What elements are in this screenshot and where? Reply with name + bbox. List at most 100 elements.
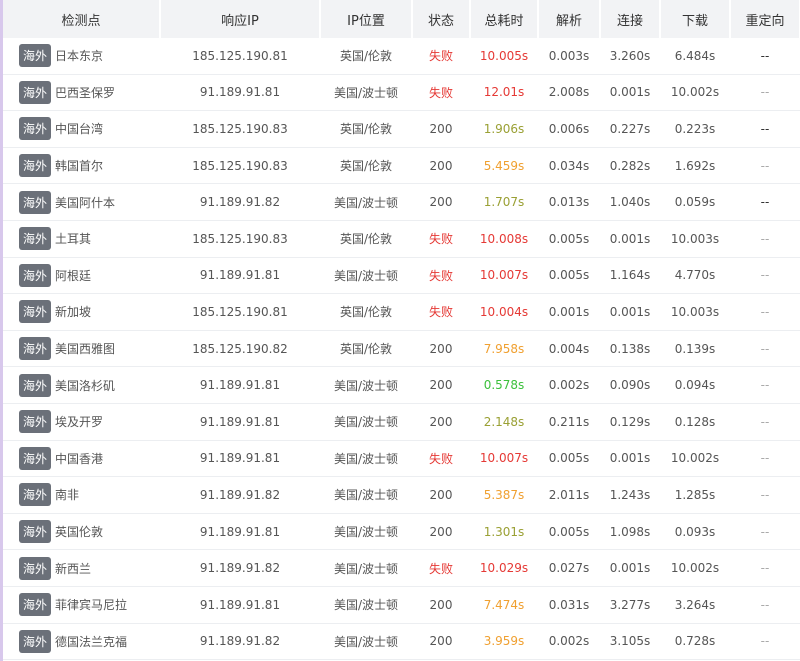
connect-cell: 3.277s <box>600 586 660 624</box>
node-name: 英国伦敦 <box>55 525 104 540</box>
tag: 海外 <box>19 483 52 507</box>
download-cell: 0.094s <box>660 366 730 404</box>
connect-cell: 1.040s <box>600 183 660 221</box>
total-cell: 5.387s <box>470 476 538 514</box>
node-name: 新加坡 <box>55 305 92 320</box>
connect-cell: 1.098s <box>600 513 660 551</box>
ip-cell: 185.125.190.83 <box>160 110 320 148</box>
tag: 海外 <box>19 190 52 214</box>
status-cell: 200 <box>412 623 470 661</box>
tag: 海外 <box>19 520 52 544</box>
tag: 海外 <box>19 337 52 361</box>
header-cell: 总耗时 <box>470 0 539 38</box>
total-cell: 10.008s <box>470 220 538 258</box>
download-cell: 4.770s <box>660 257 730 295</box>
location-cell: 英国/伦敦 <box>320 293 412 331</box>
download-cell: 0.223s <box>660 110 730 148</box>
location-cell: 美国/波士顿 <box>320 513 412 551</box>
row: 海外 巴西圣保罗 91.189.91.81 美国/波士顿 失败 12.01s 2.008s 0… <box>3 74 800 112</box>
row: 海外 英国伦敦 91.189.91.81 美国/波士顿 200 1.301s 0.005s 1… <box>3 513 800 551</box>
redirect-cell: -- <box>730 586 800 624</box>
node-name: 巴西圣保罗 <box>55 85 116 100</box>
total-cell: 12.01s <box>470 74 538 112</box>
row: 海外 美国阿什本 91.189.91.82 美国/波士顿 200 1.707s 0.013s… <box>3 183 800 221</box>
node-name: 埃及开罗 <box>55 415 104 430</box>
download-cell: 0.093s <box>660 513 730 551</box>
header-cell: 检测点 <box>3 0 161 38</box>
node-name: 新西兰 <box>55 561 92 576</box>
ip-cell: 185.125.190.83 <box>160 220 320 258</box>
location-cell: 英国/伦敦 <box>320 110 412 148</box>
status-cell: 失败 <box>412 293 470 331</box>
status-cell: 失败 <box>412 549 470 587</box>
total-cell: 10.004s <box>470 293 538 331</box>
node-cell: 海外 埃及开罗 <box>3 403 160 441</box>
location-cell: 美国/波士顿 <box>320 586 412 624</box>
dns-cell: 0.005s <box>538 513 600 551</box>
node-name: 土耳其 <box>55 232 92 247</box>
redirect-cell: -- <box>730 549 800 587</box>
node-name: 南非 <box>55 488 80 503</box>
node-cell: 海外 美国西雅图 <box>3 330 160 368</box>
ip-cell: 91.189.91.81 <box>160 403 320 441</box>
node-name: 菲律宾马尼拉 <box>55 598 128 613</box>
row: 海外 土耳其 185.125.190.83 英国/伦敦 失败 10.008s 0.005s 0… <box>3 220 800 258</box>
location-cell: 美国/波士顿 <box>320 403 412 441</box>
status-cell: 失败 <box>412 74 470 112</box>
connect-cell: 0.001s <box>600 293 660 331</box>
node-cell: 海外 菲律宾马尼拉 <box>3 586 160 624</box>
node-cell: 海外 土耳其 <box>3 220 160 258</box>
download-cell: 0.728s <box>660 623 730 661</box>
total-cell: 10.005s <box>470 38 538 75</box>
location-cell: 英国/伦敦 <box>320 220 412 258</box>
location-cell: 美国/波士顿 <box>320 74 412 112</box>
redirect-cell: -- <box>730 476 800 514</box>
node-name: 韩国首尔 <box>55 159 104 174</box>
node-name: 阿根廷 <box>55 268 92 283</box>
header-cell: 下载 <box>660 0 731 38</box>
node-cell: 海外 韩国首尔 <box>3 147 160 185</box>
ip-cell: 185.125.190.83 <box>160 147 320 185</box>
row: 海外 美国洛杉矶 91.189.91.81 美国/波士顿 200 0.578s 0.002s… <box>3 366 800 404</box>
connect-cell: 0.129s <box>600 403 660 441</box>
total-cell: 7.958s <box>470 330 538 368</box>
row: 海外 美国西雅图 185.125.190.82 英国/伦敦 200 7.958s 0.004… <box>3 330 800 368</box>
status-cell: 失败 <box>412 220 470 258</box>
tag: 海外 <box>19 556 52 580</box>
status-cell: 失败 <box>412 38 470 75</box>
ip-cell: 91.189.91.81 <box>160 440 320 478</box>
header-cell: IP位置 <box>320 0 413 38</box>
node-name: 美国洛杉矶 <box>55 378 116 393</box>
header-cell: 连接 <box>600 0 661 38</box>
row: 海外 南非 91.189.91.82 美国/波士顿 200 5.387s 2.011s 1.2… <box>3 476 800 514</box>
row: 海外 中国台湾 185.125.190.83 英国/伦敦 200 1.906s 0.006s… <box>3 110 800 148</box>
status-cell: 200 <box>412 110 470 148</box>
location-cell: 美国/波士顿 <box>320 366 412 404</box>
dns-cell: 0.005s <box>538 257 600 295</box>
connect-cell: 1.164s <box>600 257 660 295</box>
total-cell: 1.301s <box>470 513 538 551</box>
location-cell: 美国/波士顿 <box>320 440 412 478</box>
ip-cell: 91.189.91.81 <box>160 513 320 551</box>
dns-cell: 0.027s <box>538 549 600 587</box>
tag: 海外 <box>19 446 52 470</box>
location-cell: 美国/波士顿 <box>320 476 412 514</box>
redirect-cell: -- <box>730 110 800 148</box>
ip-cell: 91.189.91.81 <box>160 586 320 624</box>
connect-cell: 0.001s <box>600 74 660 112</box>
location-cell: 美国/波士顿 <box>320 623 412 661</box>
row: 海外 新加坡 185.125.190.81 英国/伦敦 失败 10.004s 0.001s 0… <box>3 293 800 331</box>
total-cell: 5.459s <box>470 147 538 185</box>
tag: 海外 <box>19 44 52 68</box>
node-cell: 海外 英国伦敦 <box>3 513 160 551</box>
dns-cell: 0.004s <box>538 330 600 368</box>
redirect-cell: -- <box>730 257 800 295</box>
dns-cell: 0.034s <box>538 147 600 185</box>
ip-cell: 91.189.91.81 <box>160 366 320 404</box>
node-cell: 海外 中国台湾 <box>3 110 160 148</box>
node-cell: 海外 日本东京 <box>3 38 160 75</box>
download-cell: 0.059s <box>660 183 730 221</box>
redirect-cell: -- <box>730 513 800 551</box>
header-cell: 状态 <box>412 0 471 38</box>
node-cell: 海外 南非 <box>3 476 160 514</box>
